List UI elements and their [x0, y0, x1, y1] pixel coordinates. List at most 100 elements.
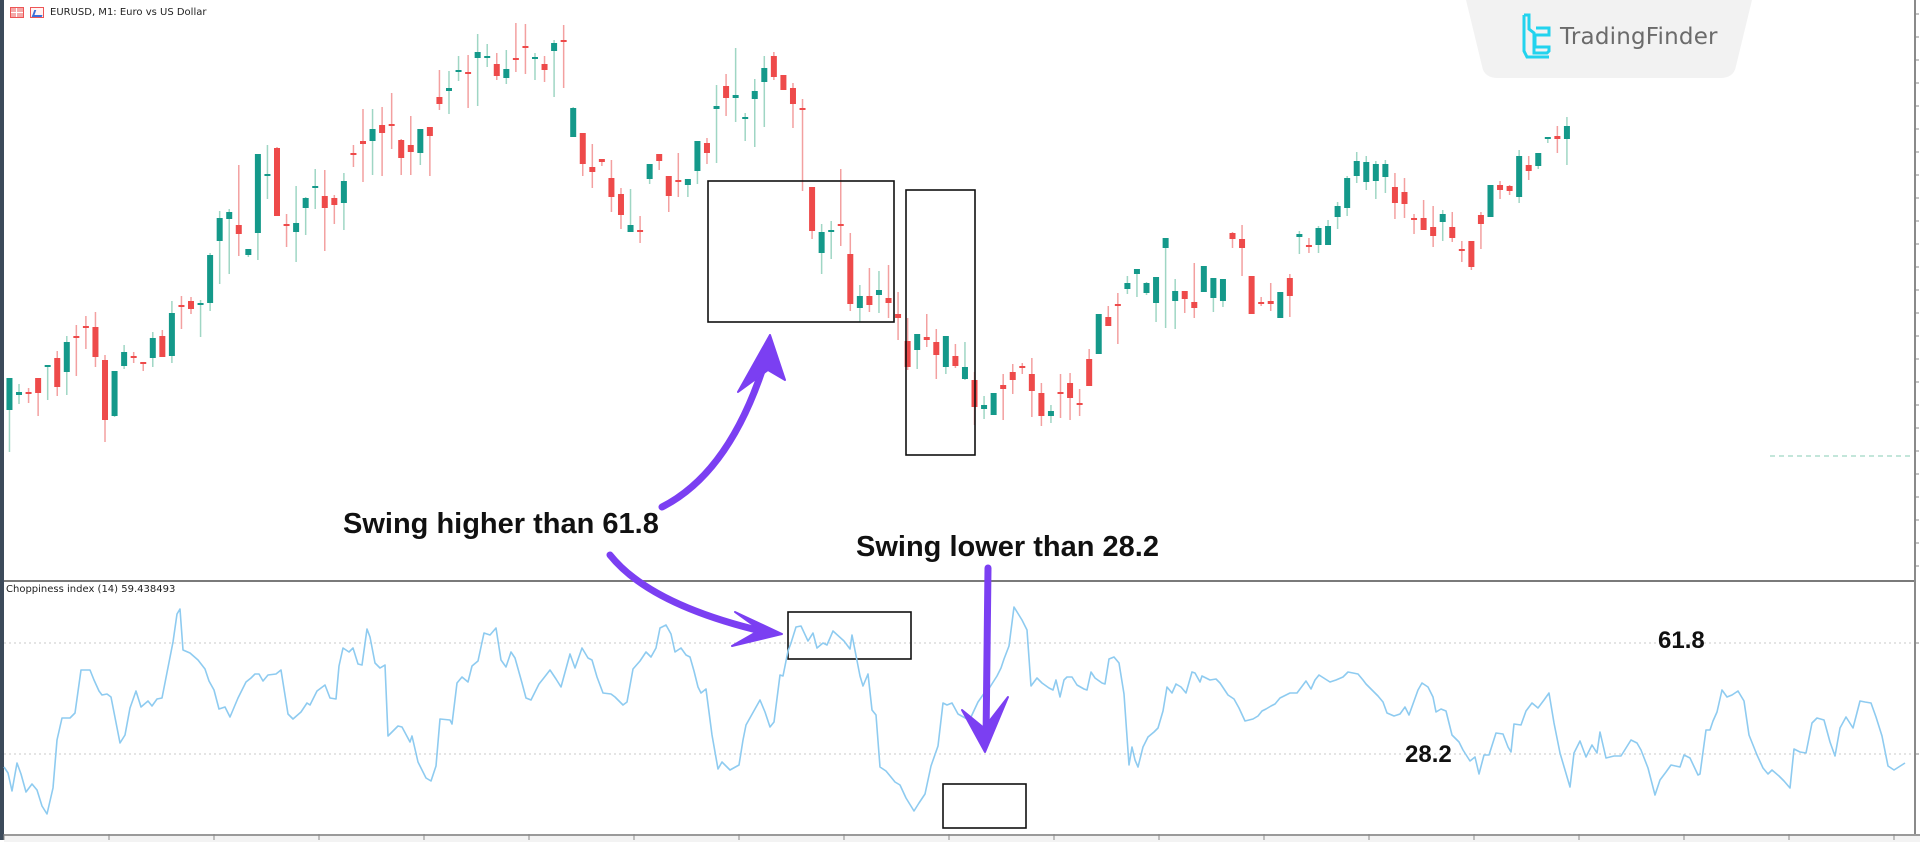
bearish-candle — [1458, 249, 1465, 251]
chart-window-icon[interactable] — [30, 6, 44, 18]
low-swing-box — [942, 783, 1027, 829]
bearish-candle — [656, 154, 663, 161]
bullish-candle — [1563, 126, 1570, 139]
price-axis[interactable] — [1914, 0, 1916, 840]
bearish-candle — [436, 97, 443, 104]
bearish-candle — [1028, 374, 1035, 391]
bearish-candle — [560, 40, 567, 42]
bullish-candle — [1296, 234, 1303, 237]
bearish-candle — [799, 108, 806, 110]
bearish-candle — [1067, 383, 1074, 398]
bearish-candle — [512, 58, 519, 60]
bearish-candle — [1267, 301, 1274, 304]
bullish-candle — [1172, 291, 1179, 301]
bearish-candle — [178, 305, 185, 307]
bullish-candle — [474, 52, 481, 58]
bullish-candle — [1143, 283, 1150, 293]
bearish-candle — [82, 326, 89, 328]
bullish-candle — [1439, 214, 1446, 222]
level-282-label: 28.2 — [1405, 741, 1452, 768]
bearish-candle — [159, 336, 166, 357]
bearish-candle — [465, 72, 472, 74]
brand-logo-tab — [1464, 0, 1754, 80]
drop-box — [905, 189, 976, 456]
bearish-candle — [1554, 136, 1561, 139]
bearish-candle — [350, 153, 357, 155]
tradingfinder-logo-icon — [1522, 13, 1551, 59]
bearish-candle — [1229, 233, 1236, 239]
arrow-right-head-icon — [731, 611, 783, 647]
bullish-candle — [694, 141, 701, 171]
bearish-candle — [1000, 385, 1007, 389]
bullish-candle — [1325, 226, 1332, 245]
bullish-candle — [216, 218, 223, 241]
bearish-candle — [102, 360, 109, 420]
bullish-candle — [875, 290, 882, 295]
bullish-candle — [63, 342, 70, 372]
brand-name: TradingFinder — [1560, 24, 1718, 50]
bullish-candle — [1382, 164, 1389, 177]
bullish-candle — [197, 303, 204, 305]
bearish-candle — [140, 362, 147, 364]
bullish-candle — [1535, 153, 1542, 166]
bearish-candle — [493, 64, 500, 76]
bullish-candle — [312, 186, 319, 188]
bullish-candle — [245, 249, 252, 255]
indicator-label: Choppiness index (14) 59.438493 — [6, 584, 176, 595]
bullish-candle — [818, 232, 825, 253]
bullish-candle — [6, 378, 13, 410]
bearish-candle — [904, 341, 911, 367]
level-618-label: 61.8 — [1658, 627, 1705, 654]
bullish-candle — [1315, 228, 1322, 245]
bullish-candle — [340, 181, 347, 203]
bearish-candle — [723, 86, 730, 98]
bearish-candle — [598, 159, 605, 162]
bearish-candle — [1191, 302, 1198, 308]
bullish-candle — [551, 43, 558, 51]
bearish-candle — [847, 254, 854, 304]
choppiness-index-line — [3, 606, 1906, 815]
bullish-candle — [1334, 206, 1341, 217]
bullish-candle — [684, 179, 691, 185]
bullish-candle — [16, 392, 23, 395]
bearish-candle — [331, 198, 338, 205]
bullish-candle — [226, 212, 233, 219]
bearish-candle — [809, 187, 816, 231]
bullish-candle — [1353, 161, 1360, 176]
bullish-candle — [44, 365, 51, 367]
grid-icon[interactable] — [10, 6, 24, 18]
consolidation-box — [707, 180, 895, 323]
bullish-candle — [1344, 178, 1351, 208]
bullish-candle — [961, 367, 968, 379]
bullish-candle — [121, 352, 128, 366]
bearish-candle — [770, 56, 777, 77]
arrow-right-curve-icon — [606, 551, 769, 636]
bearish-candle — [1019, 366, 1026, 368]
bullish-candle — [254, 154, 261, 233]
bearish-candle — [579, 133, 586, 164]
bearish-candle — [1391, 187, 1398, 203]
bullish-candle — [828, 230, 835, 232]
arrow-down-shaft-icon — [982, 564, 992, 744]
bullish-candle — [149, 338, 156, 358]
bearish-candle — [283, 224, 290, 226]
bullish-candle — [732, 95, 739, 98]
bearish-candle — [398, 140, 405, 158]
bearish-candle — [1401, 192, 1408, 204]
bullish-candle — [207, 255, 214, 303]
bearish-candle — [388, 124, 395, 126]
bullish-candle — [1516, 156, 1523, 197]
bearish-candle — [1305, 245, 1312, 247]
bullish-candle — [570, 108, 577, 137]
bearish-candle — [1506, 186, 1513, 191]
bullish-candle — [369, 129, 376, 141]
bearish-candle — [1248, 276, 1255, 314]
time-axis[interactable] — [4, 834, 1920, 842]
bullish-candle — [1200, 266, 1207, 292]
bearish-candle — [837, 224, 844, 226]
bullish-candle — [1133, 269, 1140, 274]
bearish-candle — [780, 75, 787, 90]
price-pane[interactable] — [4, 0, 1914, 582]
bullish-candle — [302, 198, 309, 208]
bearish-candle — [1057, 392, 1064, 394]
